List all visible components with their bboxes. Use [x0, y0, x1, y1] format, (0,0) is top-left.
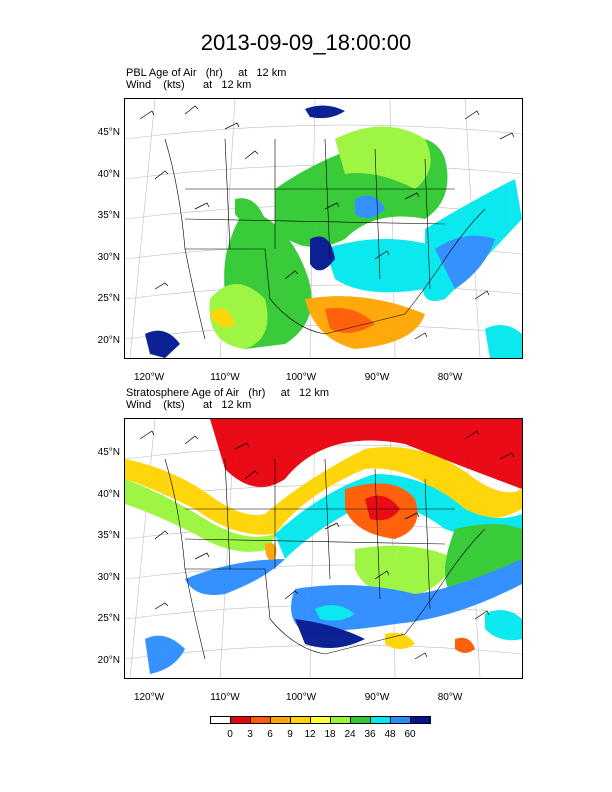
colorbar-tick-label: 3 — [247, 729, 253, 740]
p2-lon-label-120: 120°W — [133, 692, 165, 703]
colorbar-box — [270, 716, 291, 724]
colorbar-tick-label: 0 — [227, 729, 233, 740]
p1-lon-label-110: 110°W — [210, 372, 240, 383]
figure-title: 2013-09-09_18:00:00 — [200, 30, 412, 55]
colorbar-tick-label: 18 — [324, 729, 336, 740]
p2-lat-label-30: 30°N — [97, 572, 120, 583]
p2-lon-label-100: 100°W — [285, 692, 317, 703]
p2-lat-label-45: 45°N — [97, 447, 120, 458]
pbl-age-of-air-map — [124, 98, 523, 359]
panel2-wind-label: Wind (kts) at 12 km — [126, 399, 252, 411]
stratosphere-map-canvas — [125, 419, 522, 678]
colorbar-box — [330, 716, 351, 724]
p2-lat-label-40: 40°N — [97, 489, 120, 500]
p2-lon-label-90: 90°W — [364, 692, 390, 703]
colorbar-box — [310, 716, 331, 724]
p1-lon-label-100: 100°W — [285, 372, 317, 383]
panel1-field-label: PBL Age of Air (hr) at 12 km — [126, 67, 287, 79]
pbl-map-canvas — [125, 99, 522, 358]
p2-lon-label-80: 80°W — [437, 692, 463, 703]
colorbar-box — [230, 716, 251, 724]
p1-lat-label-20: 20°N — [97, 335, 120, 346]
p2-lat-label-35: 35°N — [97, 530, 120, 541]
panel1-wind-label: Wind (kts) at 12 km — [126, 79, 252, 91]
colorbar-tick-label: 24 — [344, 729, 356, 740]
colorbar-box — [290, 716, 311, 724]
p2-lon-label-110: 110°W — [210, 692, 240, 703]
p1-lon-label-90: 90°W — [364, 372, 390, 383]
p1-lat-label-25: 25°N — [97, 293, 120, 304]
p2-lat-label-25: 25°N — [97, 613, 120, 624]
colorbar-box — [350, 716, 371, 724]
colorbar-tick-label: 12 — [304, 729, 316, 740]
colorbar-tick-label: 36 — [364, 729, 376, 740]
colorbar-box — [410, 716, 431, 724]
p1-lon-label-120: 120°W — [133, 372, 165, 383]
stratosphere-age-of-air-map — [124, 418, 523, 679]
colorbar-tick-label: 6 — [267, 729, 273, 740]
colorbar-box — [250, 716, 271, 724]
colorbar-tick-label: 48 — [384, 729, 396, 740]
colorbar-box — [210, 716, 231, 724]
p1-lat-label-40: 40°N — [97, 169, 120, 180]
p1-lat-label-35: 35°N — [97, 210, 120, 221]
p1-lon-label-80: 80°W — [437, 372, 463, 383]
colorbar-tick-label: 60 — [404, 729, 416, 740]
panel2-field-label: Stratosphere Age of Air (hr) at 12 km — [126, 387, 329, 399]
p2-lat-label-20: 20°N — [97, 655, 120, 666]
colorbar-box — [370, 716, 391, 724]
p1-lat-label-30: 30°N — [97, 252, 120, 263]
colorbar-box — [390, 716, 411, 724]
p1-lat-label-45: 45°N — [97, 127, 120, 138]
colorbar-tick-label: 9 — [287, 729, 293, 740]
